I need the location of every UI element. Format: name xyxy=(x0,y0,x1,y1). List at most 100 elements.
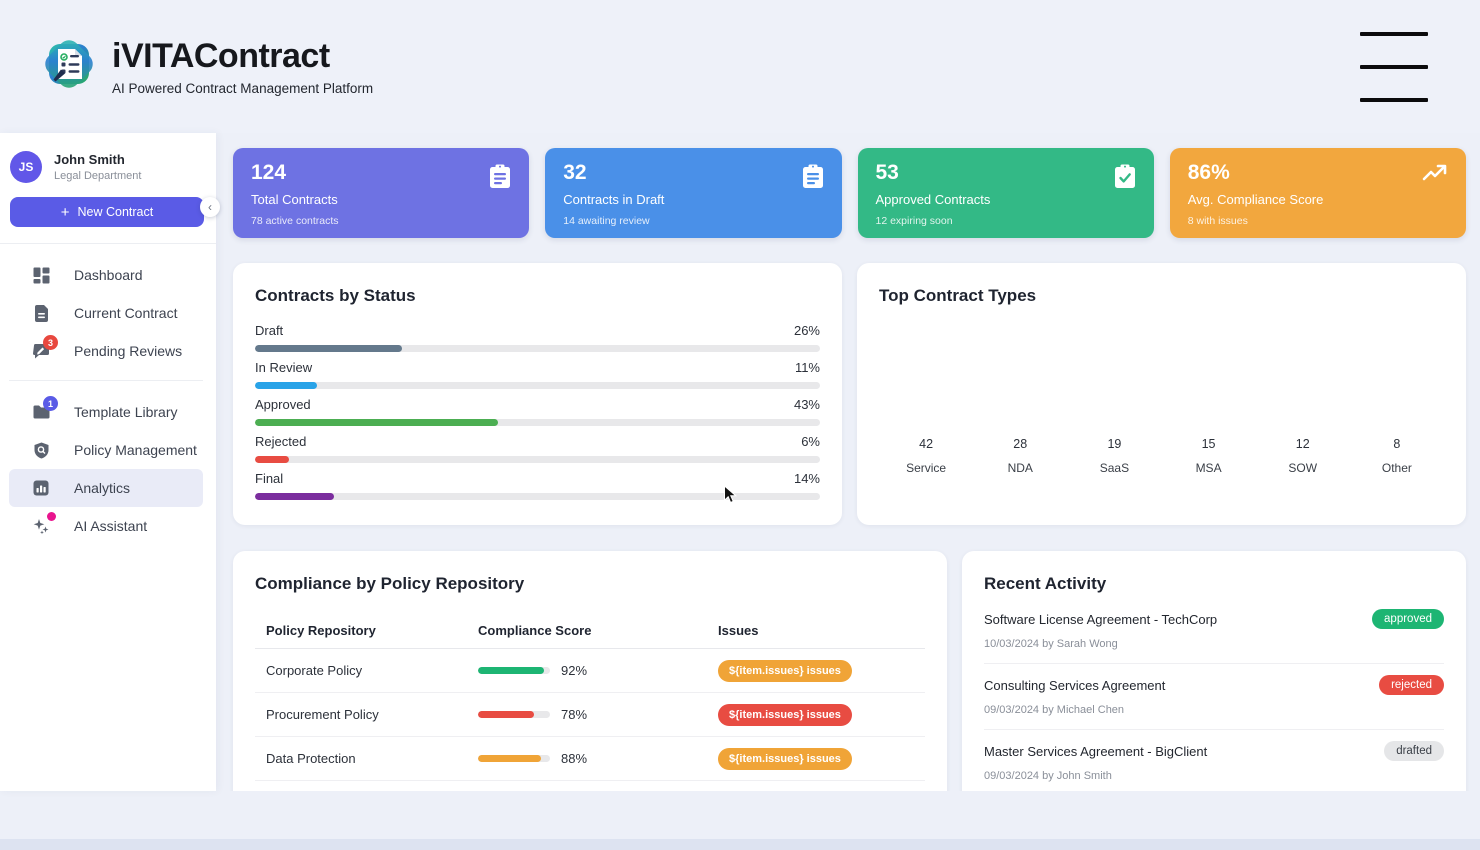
type-value: 42 xyxy=(919,437,934,451)
notification-dot xyxy=(47,512,56,521)
main-content: 124 Total Contracts 78 active contracts … xyxy=(216,133,1480,791)
panel-title: Top Contract Types xyxy=(879,286,1037,305)
sidebar-item-policy-management[interactable]: Policy Management xyxy=(9,431,203,469)
activity-title: Software License Agreement - TechCorp xyxy=(984,611,1218,627)
menu-icon[interactable] xyxy=(1360,28,1428,106)
type-label: SOW xyxy=(1288,461,1318,475)
page-bottom-strip xyxy=(0,839,1480,850)
sidebar-item-label: Current Contract xyxy=(74,305,178,321)
score-fill xyxy=(478,755,542,762)
divider xyxy=(0,243,216,244)
sidebar-item-analytics[interactable]: Analytics xyxy=(9,469,203,507)
status-badge: rejected xyxy=(1379,675,1444,695)
sidebar-collapse-button[interactable]: ‹ xyxy=(200,197,220,217)
progress-fill xyxy=(255,382,318,389)
stats-row: 124 Total Contracts 78 active contracts … xyxy=(233,148,1466,238)
compliance-panel: Compliance by Policy Repository Policy R… xyxy=(233,551,947,791)
score-fill xyxy=(478,711,535,718)
status-label: In Review xyxy=(255,360,313,375)
template-library-badge: 1 xyxy=(43,396,58,411)
score-track xyxy=(478,755,550,762)
sparkles-icon xyxy=(32,512,56,535)
progress-track xyxy=(255,493,820,500)
type-column-other: 8 Other xyxy=(1350,437,1444,475)
sidebar-item-ai-assistant[interactable]: AI Assistant xyxy=(9,507,203,545)
user-department: Legal Department xyxy=(54,170,142,182)
progress-track xyxy=(255,345,820,352)
review-icon: 3 xyxy=(32,335,58,360)
list-item: Master Services Agreement - BigClient dr… xyxy=(984,730,1444,791)
sidebar-item-label: Template Library xyxy=(74,404,178,420)
stat-subtext: 14 awaiting review xyxy=(563,215,650,227)
brand: iVITAContract AI Powered Contract Manage… xyxy=(40,35,373,98)
plus-icon: + xyxy=(60,203,70,221)
app-header: iVITAContract AI Powered Contract Manage… xyxy=(0,0,1480,133)
status-percent: 11% xyxy=(794,360,820,375)
status-label: Draft xyxy=(255,323,284,338)
sidebar-item-pending-reviews[interactable]: 3 Pending Reviews xyxy=(9,332,203,370)
type-label: NDA xyxy=(1007,461,1033,475)
stat-card-approved-contracts: 53 Approved Contracts 12 expiring soon xyxy=(857,148,1154,238)
contract-types-axis: 42 Service 28 NDA 19 SaaS 15 MSA xyxy=(879,437,1444,525)
progress-track xyxy=(255,382,820,389)
progress-track xyxy=(255,419,820,426)
status-row-in-review: In Review 11% xyxy=(255,360,820,389)
panel-title: Recent Activity xyxy=(984,574,1107,593)
stat-card-compliance-score: 86% Avg. Compliance Score 8 with issues xyxy=(1169,148,1466,238)
score-label: 92% xyxy=(561,663,588,678)
sidebar-item-label: AI Assistant xyxy=(74,518,148,534)
policy-shield-icon xyxy=(32,441,50,459)
recent-activity-panel: Recent Activity Software License Agreeme… xyxy=(962,551,1466,791)
app-body: ‹ JS John Smith Legal Department + New C… xyxy=(0,133,1480,791)
type-column-msa: 15 MSA xyxy=(1161,437,1255,475)
stat-label: Total Contracts xyxy=(251,192,338,207)
score-track xyxy=(478,711,550,718)
column-header-repository: Policy Repository xyxy=(266,623,376,638)
type-label: Service xyxy=(906,461,947,475)
issues-badge xyxy=(718,790,814,791)
sidebar-item-label: Pending Reviews xyxy=(74,343,183,359)
avatar: JS xyxy=(10,151,42,183)
menu-line xyxy=(1360,97,1428,102)
stat-label: Contracts in Draft xyxy=(563,192,665,207)
clipboard-icon xyxy=(489,164,511,194)
stat-card-contracts-in-draft: 32 Contracts in Draft 14 awaiting review xyxy=(545,148,842,238)
status-percent: 43% xyxy=(793,397,820,412)
status-label: Final xyxy=(255,471,284,486)
type-label: SaaS xyxy=(1099,461,1130,475)
new-contract-button[interactable]: + New Contract xyxy=(10,197,204,227)
type-column-sow: 12 SOW xyxy=(1256,437,1350,475)
status-row-rejected: Rejected 6% xyxy=(255,434,820,463)
table-row: Data Protection 88% ${item.issues} issue… xyxy=(255,737,925,781)
sidebar-item-dashboard[interactable]: Dashboard xyxy=(9,256,203,294)
policy-name: Corporate Policy xyxy=(266,663,363,678)
clipboard-icon xyxy=(802,164,824,194)
type-label: MSA xyxy=(1195,461,1222,475)
status-row-approved: Approved 43% xyxy=(255,397,820,426)
type-value: 19 xyxy=(1107,437,1122,451)
table-row-partial xyxy=(255,781,925,791)
sidebar-item-current-contract[interactable]: Current Contract xyxy=(9,294,203,332)
table-row: Corporate Policy 92% ${item.issues} issu… xyxy=(255,649,925,693)
issues-badge: ${item.issues} issues xyxy=(718,747,852,770)
progress-track xyxy=(255,456,820,463)
activity-meta: 10/03/2024 by Sarah Wong xyxy=(984,638,1118,650)
clipboard-check-icon xyxy=(1114,164,1136,194)
table-row: Procurement Policy 78% ${item.issues} is… xyxy=(255,693,925,737)
type-value: 12 xyxy=(1295,437,1310,451)
column-header-issues: Issues xyxy=(718,623,759,638)
analytics-icon xyxy=(32,479,50,497)
status-row-draft: Draft 26% xyxy=(255,323,820,352)
divider xyxy=(9,380,203,381)
menu-line xyxy=(1360,31,1428,36)
stat-value: 53 xyxy=(875,161,899,184)
activity-title: Consulting Services Agreement xyxy=(984,677,1166,693)
folder-icon: 1 xyxy=(32,396,58,421)
activity-meta: 09/03/2024 by John Smith xyxy=(984,770,1112,782)
status-percent: 6% xyxy=(801,434,820,449)
list-item: Software License Agreement - TechCorp ap… xyxy=(984,598,1444,664)
sidebar-item-template-library[interactable]: 1 Template Library xyxy=(9,393,203,431)
stat-label: Approved Contracts xyxy=(875,192,991,207)
issues-badge: ${item.issues} issues xyxy=(718,703,852,726)
stat-card-total-contracts: 124 Total Contracts 78 active contracts xyxy=(233,148,530,238)
